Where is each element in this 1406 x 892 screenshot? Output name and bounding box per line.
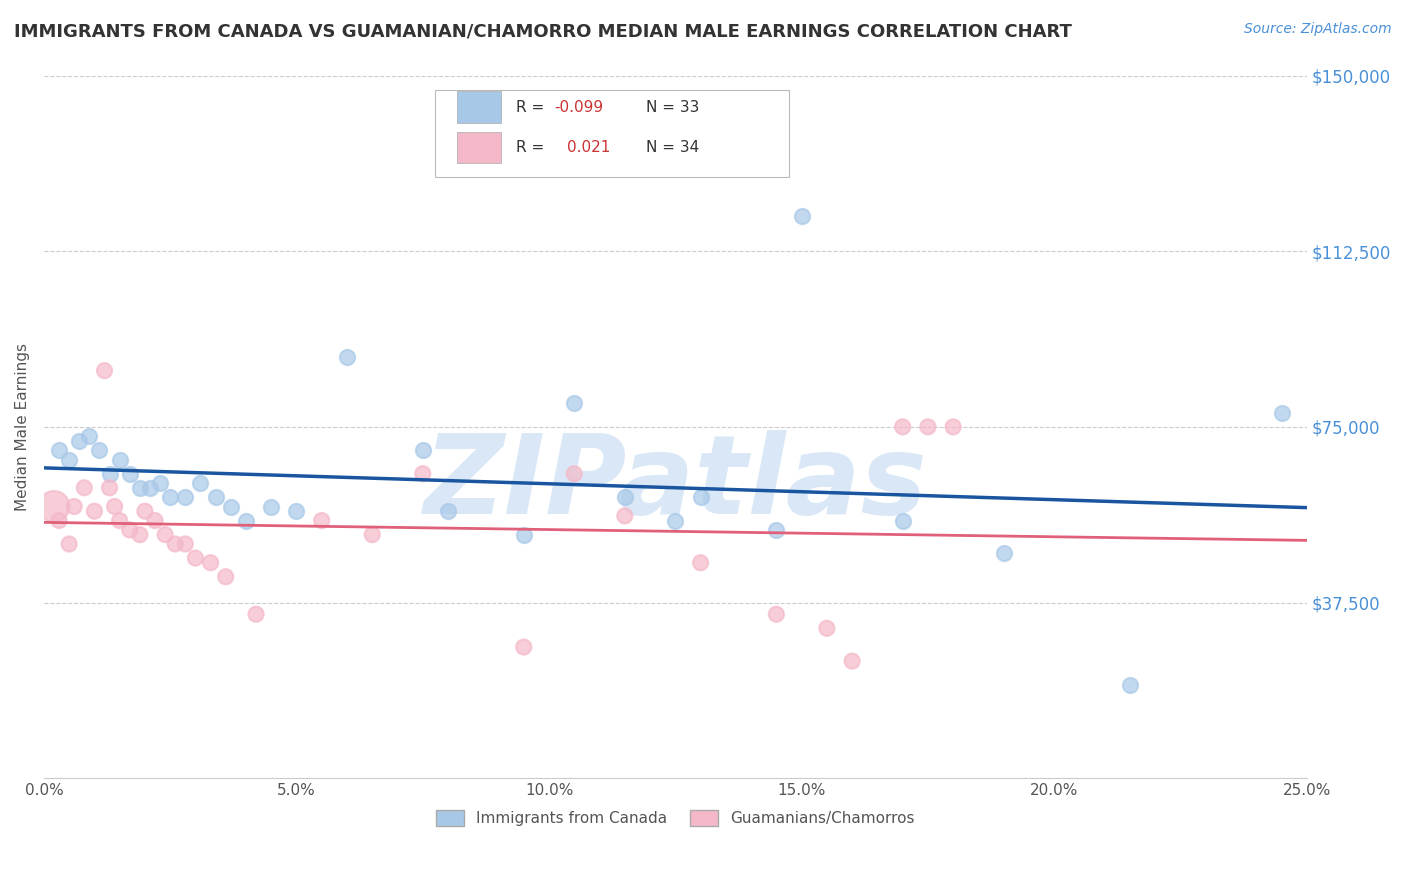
Point [83,504,105,518]
Point [159,490,181,504]
Text: R =: R = [516,100,550,115]
FancyBboxPatch shape [436,89,789,178]
Point [48,514,70,528]
Point [174,490,197,504]
Bar [457,132,501,163]
Point [190,476,212,491]
Point [139,481,162,495]
Text: N = 34: N = 34 [647,140,700,155]
Point [118,523,141,537]
Point [765,523,787,537]
Point [48,443,70,458]
Point [1119,677,1142,691]
Point [336,350,359,364]
Point [98,467,121,481]
Point [108,452,131,467]
Y-axis label: Median Male Earnings: Median Male Earnings [15,343,30,511]
Point [73,481,96,495]
Text: -0.099: -0.099 [554,100,603,115]
Point [613,490,636,504]
Point [260,500,283,514]
Point [285,504,308,518]
Point [149,476,172,491]
Point [63,500,86,514]
Point [942,420,965,434]
Point [613,508,636,523]
Point [118,467,141,481]
Text: R =: R = [516,140,550,155]
Point [361,527,384,541]
Point [134,504,156,518]
Text: Source: ZipAtlas.com: Source: ZipAtlas.com [1244,22,1392,37]
Point [765,607,787,622]
Point [104,500,127,514]
Point [58,452,80,467]
Point [917,420,939,434]
Point [412,443,434,458]
Point [200,556,222,570]
Text: N = 33: N = 33 [647,100,700,115]
Point [891,514,914,528]
Point [204,490,226,504]
Point [219,500,242,514]
Point [67,434,90,448]
Point [513,527,536,541]
Point [165,537,187,551]
Point [1270,406,1292,420]
Text: IMMIGRANTS FROM CANADA VS GUAMANIAN/CHAMORRO MEDIAN MALE EARNINGS CORRELATION CH: IMMIGRANTS FROM CANADA VS GUAMANIAN/CHAM… [14,22,1071,40]
Point [245,607,267,622]
Point [437,504,460,518]
Point [98,481,121,495]
Point [815,621,838,635]
Point [143,514,166,528]
Text: ZIPatlas: ZIPatlas [423,430,927,537]
Point [58,537,80,551]
Point [128,527,150,541]
Point [689,556,711,570]
Point [153,527,176,541]
Point [93,364,115,378]
Text: 0.021: 0.021 [567,140,610,155]
Point [42,500,65,514]
Point [412,467,434,481]
Point [790,209,813,223]
Point [311,514,333,528]
Bar [457,91,501,123]
Point [891,420,914,434]
Point [235,514,257,528]
Point [562,467,585,481]
Point [993,546,1015,560]
Point [562,396,585,410]
Point [513,640,536,654]
Legend: Immigrants from Canada, Guamanians/Chamorros: Immigrants from Canada, Guamanians/Chamo… [429,803,922,834]
Point [841,654,863,668]
Point [174,537,197,551]
Point [108,514,131,528]
Point [689,490,711,504]
Point [664,514,686,528]
Point [79,429,101,443]
Point [128,481,150,495]
Point [215,570,238,584]
Point [184,551,207,566]
Point [89,443,111,458]
